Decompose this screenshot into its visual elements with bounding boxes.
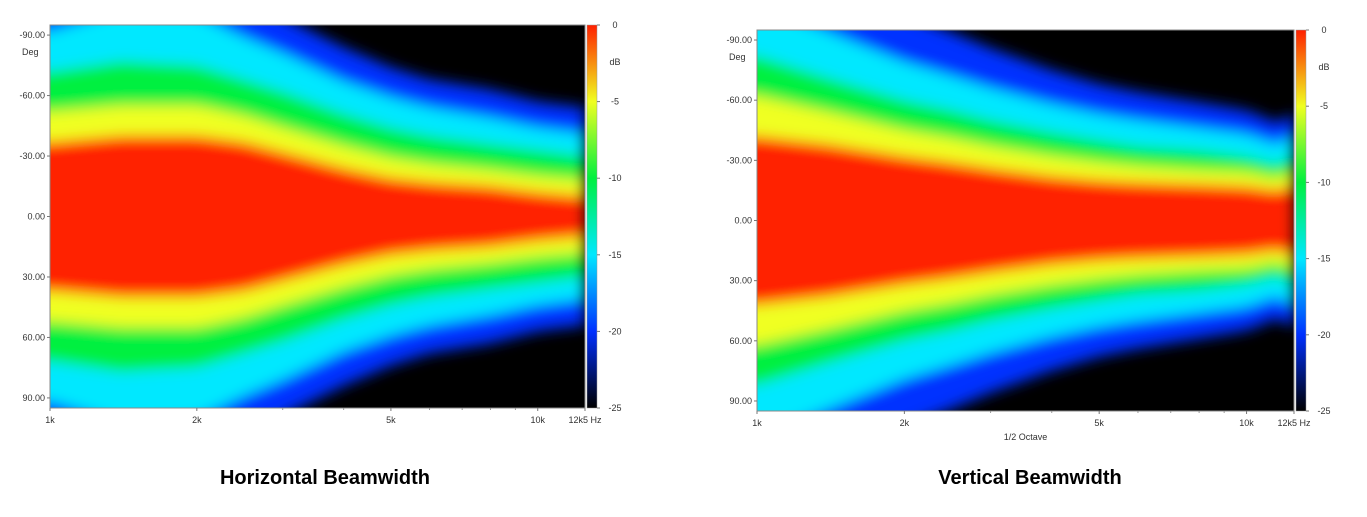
- y-tick-label: 30.00: [22, 272, 45, 282]
- vertical-beamwidth-chart: -90.00 -60.00 -30.00 0.00 30.00 60.00 90.00 Deg…: [705, 0, 1365, 517]
- heatmap-band: [50, 135, 585, 298]
- colorbar: [1295, 29, 1307, 412]
- colorbar-tick-label: 0: [1321, 25, 1326, 35]
- vertical-beamwidth-title: Vertical Beamwidth: [938, 467, 1122, 489]
- y-tick-label: 30.00: [729, 276, 752, 286]
- colorbar-tick-label: -5: [611, 97, 619, 107]
- y-tick-label: 60.00: [729, 336, 752, 346]
- y-tick-label: -60.00: [19, 91, 45, 101]
- y-tick-label: 60.00: [22, 332, 45, 342]
- y-tick-label: 90.00: [22, 393, 45, 403]
- x-tick-label: 5k: [386, 415, 396, 425]
- x-tick-label: 12k5 Hz: [1277, 418, 1311, 428]
- colorbar-tick-label: 0: [612, 20, 617, 30]
- colorbar-tick-label: -25: [1317, 406, 1330, 416]
- y-tick-label: 0.00: [27, 212, 45, 222]
- y-tick-label: -60.00: [726, 95, 752, 105]
- x-tick-label: 1k: [45, 415, 55, 425]
- y-tick-label: 90.00: [729, 396, 752, 406]
- y-tick-label: -90.00: [726, 35, 752, 45]
- x-tick-label: 2k: [900, 418, 910, 428]
- colorbar-tick-label: -10: [1317, 177, 1330, 187]
- x-tick-label: 5k: [1094, 418, 1104, 428]
- beamwidth-svg: -90.00 -60.00 -30.00 0.00 30.00 60.00 90.00 Deg…: [19, 20, 621, 425]
- x-tick-label: 10k: [1239, 418, 1254, 428]
- heatmap-area: [50, 25, 585, 408]
- colorbar-tick-label: -10: [608, 173, 621, 183]
- colorbar: [586, 24, 598, 409]
- x-tick-label: 10k: [530, 415, 545, 425]
- y-tick-label: -90.00: [19, 30, 45, 40]
- colorbar-tick-label: -5: [1320, 101, 1328, 111]
- y-axis-label: Deg: [729, 52, 746, 62]
- colorbar-tick-label: -15: [608, 250, 621, 260]
- x-tick-label: 1k: [752, 418, 762, 428]
- y-tick-label: 0.00: [734, 216, 752, 226]
- horizontal-beamwidth-title: Horizontal Beamwidth: [219, 467, 430, 489]
- colorbar-tick-label: -20: [1317, 330, 1330, 340]
- colorbar-tick-label: -20: [608, 326, 621, 336]
- y-tick-label: -30.00: [726, 155, 752, 165]
- y-axis-label: Deg: [22, 47, 39, 57]
- heatmap-band: [757, 136, 1294, 305]
- heatmap-area: [757, 30, 1294, 411]
- beamwidth-svg: -90.00 -60.00 -30.00 0.00 30.00 60.00 90.00 Deg…: [726, 25, 1330, 442]
- colorbar-tick-label: -25: [608, 403, 621, 413]
- colorbar-tick-label: -15: [1317, 254, 1330, 264]
- colorbar-label: dB: [1318, 62, 1329, 72]
- x-tick-label: 2k: [192, 415, 202, 425]
- x-axis-label: 1/2 Octave: [1004, 432, 1048, 442]
- horizontal-beamwidth-chart: -90.00 -60.00 -30.00 0.00 30.00 60.00 90.00 Deg…: [0, 0, 640, 517]
- colorbar-label: dB: [609, 57, 620, 67]
- y-tick-label: -30.00: [19, 151, 45, 161]
- x-tick-label: 12k5 Hz: [568, 415, 602, 425]
